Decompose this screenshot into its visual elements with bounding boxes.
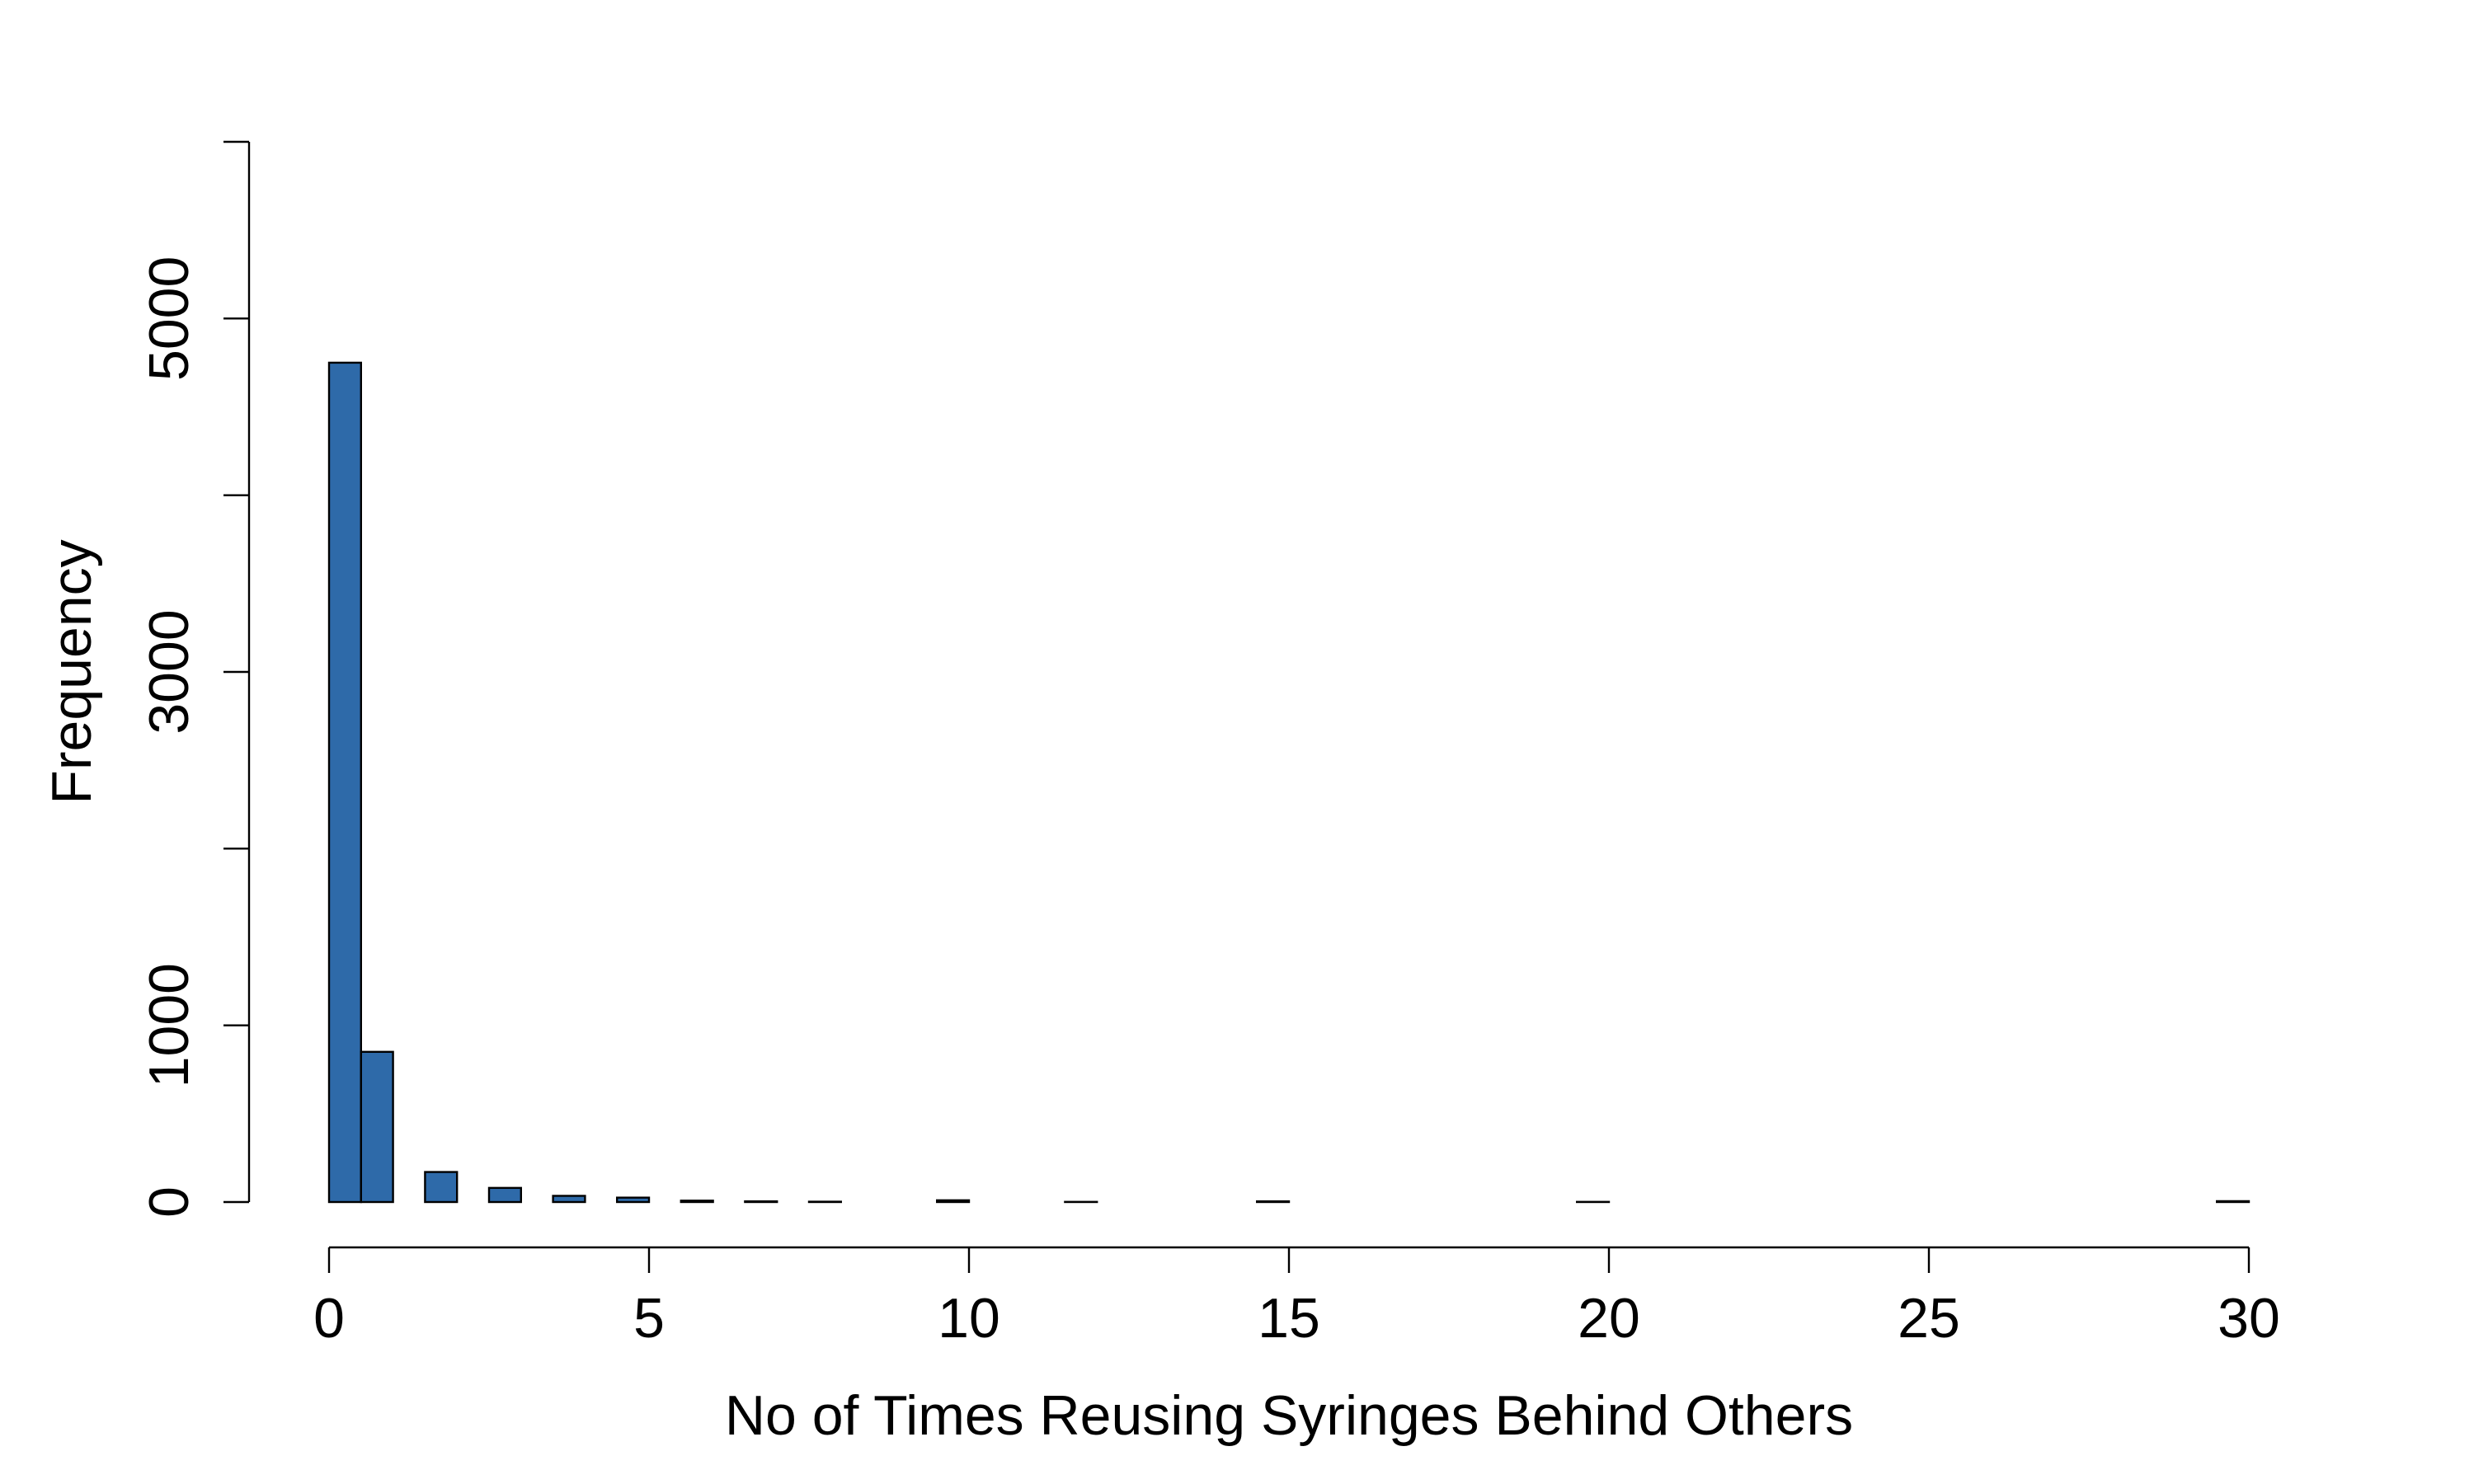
bars-layer (327, 361, 2251, 1204)
histogram-bar (935, 1199, 971, 1204)
histogram-bar (1255, 1200, 1291, 1204)
histogram-bar (680, 1200, 714, 1204)
x-axis-title: No of Times Reusing Syringes Behind Othe… (725, 1384, 1853, 1447)
histogram-bar (487, 1186, 522, 1204)
y-tick-label: 1000 (138, 963, 200, 1087)
x-tick-label: 10 (938, 1287, 1000, 1350)
x-axis: 0 5 10 15 20 25 30 (313, 1246, 2280, 1350)
x-tick-label: 25 (1898, 1287, 1960, 1350)
x-tick-label: 15 (1258, 1287, 1320, 1350)
histogram-bar (2215, 1200, 2251, 1204)
y-tick-label: 0 (138, 1186, 200, 1218)
x-tick-label: 5 (633, 1287, 665, 1350)
histogram-bar (616, 1196, 651, 1204)
histogram-bar (360, 1050, 394, 1204)
histogram-bar (424, 1171, 459, 1204)
histogram-bar (744, 1200, 778, 1204)
y-axis-title: Frequency (40, 539, 103, 804)
y-tick-label: 5000 (138, 256, 200, 381)
y-tick-label: 3000 (138, 609, 200, 734)
histogram-bar (552, 1195, 586, 1204)
x-tick-label: 0 (313, 1287, 345, 1350)
y-axis: 0 1000 3000 5000 (138, 140, 251, 1218)
x-tick-label: 20 (1578, 1287, 1640, 1350)
histogram-bar (327, 361, 362, 1204)
x-tick-label: 30 (2218, 1287, 2280, 1350)
